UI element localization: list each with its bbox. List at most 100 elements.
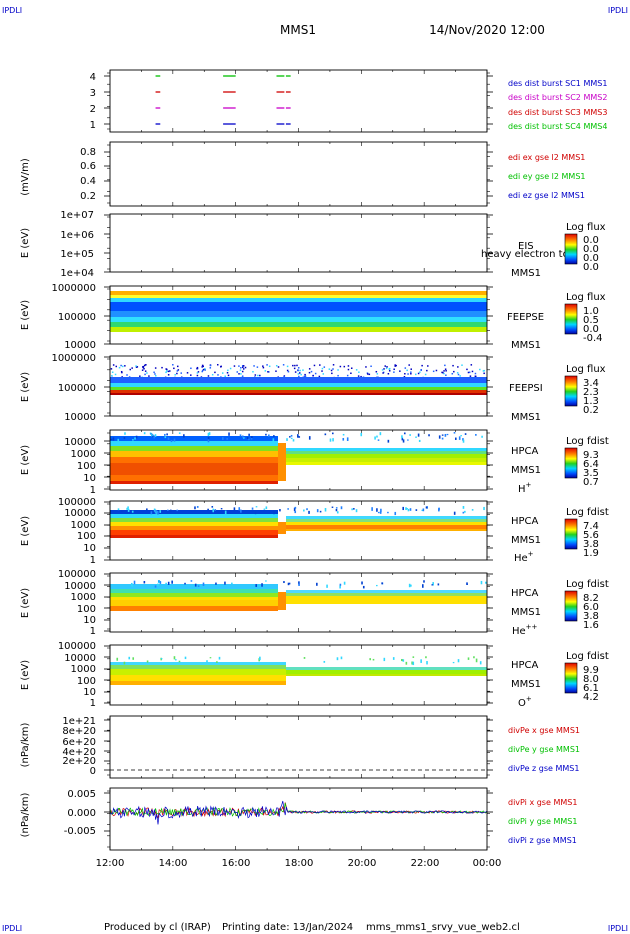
x-tick-label: 20:00 — [348, 858, 377, 869]
colorbar-value: 8.0 — [583, 674, 599, 685]
colorbar-value: 2.3 — [583, 387, 599, 398]
spectrogram-band — [110, 530, 278, 535]
species-label: H+ — [518, 481, 532, 495]
feepsi-dot — [204, 368, 206, 370]
feepsi-dot — [217, 374, 219, 376]
spectrogram-speck — [131, 510, 134, 513]
feepsi-sparse-dots — [110, 364, 485, 379]
feepsi-dot — [122, 365, 124, 368]
y-tick-label: 100000 — [58, 383, 96, 394]
feepsi-dot — [155, 374, 157, 377]
feepsi-dot — [304, 373, 306, 376]
feepsi-dot — [144, 373, 146, 376]
spectrogram-speck — [117, 508, 120, 511]
spectrogram-speck — [110, 438, 113, 441]
spectrogram-speck — [135, 435, 138, 439]
feepsi-dot — [239, 369, 242, 371]
spectrogram-speck — [408, 583, 411, 588]
spectrogram-speck — [123, 661, 126, 665]
series-label: des dist burst SC3 MMS3 — [508, 108, 607, 117]
spectrogram-speck — [248, 433, 250, 436]
colorbar: Log fdist 8.2 6.0 3.8 1.6 — [564, 579, 609, 631]
y-axis-label: E (eV) — [20, 300, 31, 330]
spectrogram-speck — [143, 580, 146, 584]
feepsi-dot — [264, 370, 267, 372]
spectrogram-band — [286, 674, 487, 676]
spectrogram-speck — [405, 507, 407, 511]
y-tick-label: 0.8 — [80, 147, 96, 158]
feepsi-dot — [376, 373, 379, 375]
x-tick-label: 12:00 — [96, 858, 125, 869]
panel-feepsi: E (eV) 1000000 100000 10000 FEEPSI MMS1 … — [20, 353, 606, 423]
spectrogram-speck — [339, 585, 341, 589]
feepsi-dot — [197, 371, 200, 373]
spectrogram-speck — [170, 509, 172, 513]
feepsi-dot — [236, 371, 239, 373]
feepsi-dot — [365, 366, 367, 368]
panel-des-burst: 4 3 2 1 des dist burst SC1 MMS1 des dist… — [90, 70, 607, 132]
spectrogram-band — [110, 522, 278, 526]
spectrogram-speck — [132, 439, 134, 441]
spectrogram-speck — [335, 508, 338, 512]
spectrogram-band — [286, 462, 487, 465]
colorbar-value: 1.3 — [583, 396, 599, 407]
feepsi-dot — [408, 364, 410, 366]
spectrogram-speck — [346, 437, 349, 441]
spectrogram-speck — [166, 433, 168, 436]
spectrogram-speck — [224, 581, 226, 585]
feepsi-dot — [233, 365, 236, 367]
spectrogram-band — [110, 597, 278, 600]
feepsi-dot — [242, 366, 244, 369]
spectrogram-speck — [422, 584, 424, 588]
spectrogram-band — [110, 387, 487, 390]
spectrogram-speck — [485, 581, 487, 584]
spectrogram-speck — [130, 582, 133, 586]
spectrogram-band — [110, 510, 278, 514]
feepsi-dot — [347, 365, 350, 367]
feepsi-dot — [211, 373, 214, 376]
colorbar-value: 9.3 — [583, 450, 599, 461]
feepsi-dot — [139, 375, 141, 377]
panel-5-ticks-group — [104, 430, 493, 490]
colorbar: Log flux 3.4 2.3 1.3 0.2 — [564, 364, 606, 416]
spectrogram-speck — [215, 582, 217, 585]
spectrogram-speck — [248, 438, 250, 441]
spectrogram-speck — [298, 581, 300, 585]
spectrogram-speck — [206, 660, 208, 663]
feepsi-dot — [298, 372, 301, 374]
series-label: des dist burst SC1 MMS1 — [508, 79, 607, 88]
colorbar-gradient — [564, 662, 578, 694]
feepsi-dot — [141, 369, 144, 371]
y-tick-label: 1e+05 — [60, 249, 94, 260]
spectrogram-band — [286, 596, 487, 604]
spectrogram-speck — [178, 660, 181, 663]
feepsi-dot — [346, 374, 349, 377]
spectrogram-speck — [371, 507, 373, 511]
colorbar-gradient — [564, 375, 578, 407]
spectrogram-speck — [216, 661, 218, 663]
feepsi-dot — [292, 364, 294, 367]
divpi-traces-group — [109, 800, 488, 825]
feepsi-dot — [227, 374, 230, 377]
spectrogram-speck — [324, 433, 327, 436]
y-tick-label: 2e+20 — [62, 756, 96, 767]
feepsi-dot — [238, 365, 240, 367]
spectrogram-speck — [466, 582, 468, 585]
feepsi-dot — [266, 364, 268, 366]
spectrogram-speck — [273, 435, 275, 437]
spectrogram-speck — [157, 511, 159, 515]
spectrogram-speck — [340, 656, 343, 660]
feepsi-dot — [238, 373, 240, 375]
spectrogram-speck — [306, 508, 308, 511]
spectrogram-band — [110, 302, 487, 311]
instrument-label: MMS1 — [511, 679, 541, 690]
feepsi-dot — [196, 366, 199, 369]
spectrogram-speck — [402, 439, 405, 443]
spectrogram-band — [110, 593, 278, 597]
spectrogram-speck — [121, 510, 123, 512]
feepsi-dot — [242, 365, 245, 367]
feepsi-dot — [207, 375, 210, 377]
spectrogram-speck — [412, 661, 415, 666]
spectrogram-speck — [409, 434, 411, 436]
